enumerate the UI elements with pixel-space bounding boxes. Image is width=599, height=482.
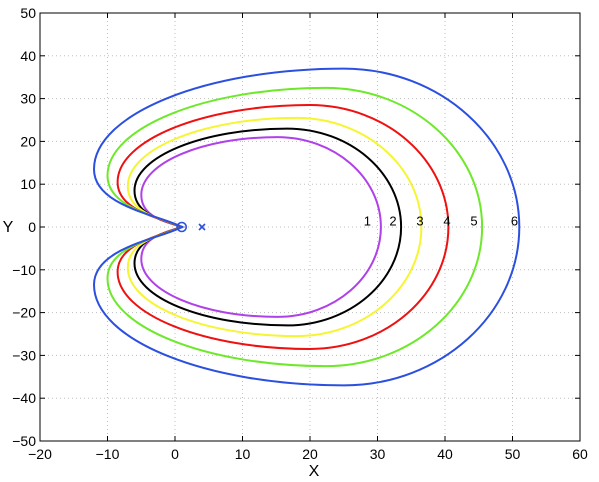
orbit-curve-4 [116, 103, 450, 351]
curve-label-5: 5 [470, 214, 477, 229]
sun-symbol-dot [180, 225, 184, 229]
x-tick-label: 10 [235, 446, 251, 462]
orbit-curve-3 [126, 116, 423, 338]
curve-label-1: 1 [364, 214, 371, 229]
ticks-layer: −20 −10 0 10 20 30 40 50 60 −50 −40 −30 −20 −10 0 10 20 3… [12, 5, 588, 462]
curves-layer [92, 67, 521, 387]
y-tick-label: −10 [12, 262, 36, 278]
y-tick-label: 50 [20, 5, 36, 21]
curve-label-6: 6 [511, 214, 518, 229]
orbit-curve-5 [106, 86, 484, 368]
curve-label-3: 3 [416, 214, 423, 229]
sun-symbol-ring [176, 221, 188, 233]
y-axis-label: Y [3, 219, 14, 236]
orbit-curve-1 [140, 136, 382, 318]
y-tick-label: −20 [12, 305, 36, 321]
y-tick-label: 0 [28, 219, 36, 235]
y-tick-label: 40 [20, 48, 36, 64]
orbit-curve-2 [133, 127, 403, 327]
curve-label-4: 4 [443, 214, 450, 229]
x-tick-label: 20 [302, 446, 318, 462]
y-tick-label: −30 [12, 347, 36, 363]
markers-layer [176, 221, 206, 233]
y-tick-label: 30 [20, 91, 36, 107]
curve-labels-layer: 1 2 3 4 5 6 [364, 214, 518, 229]
cross-marker-stroke [198, 223, 206, 231]
x-tick-label: 30 [370, 446, 386, 462]
y-tick-label: 20 [20, 133, 36, 149]
x-tick-label: 0 [171, 446, 179, 462]
x-tick-label: 60 [572, 446, 588, 462]
x-tick-label: −20 [28, 446, 52, 462]
x-axis-label: X [309, 463, 320, 480]
curve-label-2: 2 [389, 214, 396, 229]
orbit-curve-6 [92, 67, 521, 387]
x-tick-label: 40 [437, 446, 453, 462]
grid-layer [40, 13, 580, 441]
x-tick-label: −10 [96, 446, 120, 462]
y-tick-label: 10 [20, 176, 36, 192]
y-tick-label: −40 [12, 390, 36, 406]
y-tick-label: −50 [12, 433, 36, 449]
x-tick-label: 50 [505, 446, 521, 462]
